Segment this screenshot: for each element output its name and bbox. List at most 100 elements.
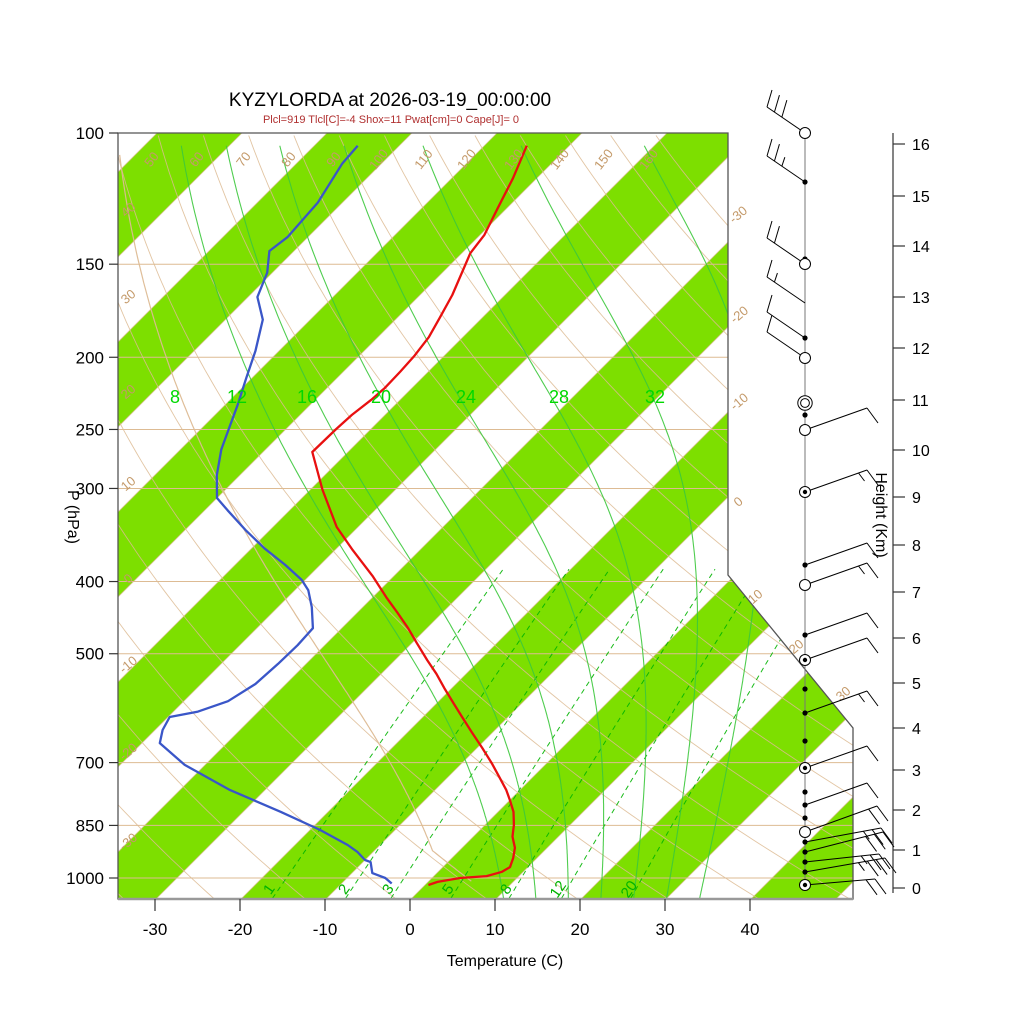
dry-adiabat [118,135,759,899]
sounding-curves [119,144,528,887]
temperature-tick-label: -30 [143,920,168,939]
wind-barb [766,89,811,139]
temperature-tick-label: -10 [313,920,338,939]
axes: -30 -20 -10 0 10 20 30 401001502002503004005007… [66,124,930,939]
height-tick-label: 7 [912,585,921,602]
wind-barb [766,259,806,304]
wind-barb [802,686,808,692]
pressure-tick-label: 700 [76,754,104,773]
pressure-tick-label: 300 [76,479,104,498]
dry-adiabat [118,135,487,899]
dewpoint-curve [158,144,393,885]
isotherm-line [324,133,853,899]
wind-barb [802,815,808,821]
wind-barb [802,542,879,568]
height-tick-label: 11 [912,393,929,410]
wind-barb [799,878,887,896]
isotherm-stripe [118,133,412,899]
temperature-tick-label: 20 [571,920,590,939]
temperature-tick-label: 30 [656,920,675,939]
isotherm-line [494,133,853,899]
wind-barb [766,314,811,364]
isotherm-line [0,133,72,900]
dry-adiabat [118,135,124,899]
isotherm-stripe [0,133,72,900]
wind-barb [802,857,897,877]
dry-adiabat [293,135,853,899]
height-tick-label: 9 [912,490,921,507]
dry-adiabat [338,135,853,899]
mixing-ratio-line [450,568,664,899]
height-tick-label: 14 [912,239,930,256]
dry-adiabat-label-left: 30 [118,286,139,307]
wind-barb [799,637,879,666]
wind-barb [799,469,879,498]
height-tick-label: 12 [912,341,930,358]
mixing-ratio-label: 12 [547,878,570,901]
isotherm-label-right: -20 [727,303,751,327]
moist-adiabat-label: 8 [170,387,180,407]
plot-background [0,133,1024,900]
dry-adiabat-label-top: 150 [591,146,616,172]
pressure-tick-label: 100 [76,124,104,143]
isotherm-line [118,133,668,899]
wind-barb [766,220,811,270]
height-tick-label: 10 [912,443,930,460]
moist-adiabat-label: 28 [549,387,569,407]
dry-adiabat [118,135,668,899]
dry-adiabat [118,135,396,899]
height-tick-label: 3 [912,763,921,780]
isotherm-label-right: 30 [833,683,854,704]
pressure-tick-label: 500 [76,645,104,664]
wind-barb [799,562,879,591]
height-tick-label: 5 [912,676,921,693]
isotherm-line [579,133,853,899]
pressure-tick-label: 400 [76,573,104,592]
dry-adiabat [565,135,853,899]
wind-barb [802,690,879,716]
isotherm-line [118,133,413,899]
moist-adiabat [520,145,699,899]
mixing-ratio-line [630,568,824,899]
dry-adiabat [248,135,853,899]
isotherm-label-right: -10 [727,390,751,414]
isotherm-stripe [580,133,853,899]
dry-adiabat [118,135,305,899]
moist-adiabat-label: 32 [645,387,665,407]
height-tick-label: 4 [912,721,921,738]
wind-barb [802,612,879,638]
dry-adiabat [202,135,853,899]
mixing-ratio-label: 3 [379,881,398,898]
wind-barb [799,407,879,436]
wind-barb [799,745,879,774]
height-tick-label: 1 [912,843,921,860]
dry-adiabat [384,135,853,899]
moist-adiabat [279,145,569,899]
height-tick-label: 6 [912,631,921,648]
moist-adiabat-label: 24 [456,387,476,407]
wind-barb [766,138,808,185]
height-tick-label: 13 [912,290,930,307]
isotherm-stripe [920,133,1024,900]
temperature-tick-label: 10 [486,920,505,939]
pressure-axis-title: P (hPa) [64,490,81,544]
moist-adiabat [225,145,537,899]
isotherm-label-right: -30 [726,203,750,227]
temperature-tick-label: 40 [741,920,760,939]
chart-subtitle: Plcl=919 Tlcl[C]=-4 Shox=11 Pwat[cm]=0 C… [263,114,519,126]
wind-barb-column [766,89,897,896]
mixing-ratio-line [271,568,504,899]
moist-adiabat [180,145,505,899]
dry-adiabat [610,135,853,899]
wind-barb [802,831,895,855]
temperature-curve [311,145,528,887]
height-tick-label: 15 [912,189,930,206]
moist-adiabat-label: 12 [227,387,247,407]
wind-barb [802,853,891,871]
temperature-tick-label: 0 [405,920,414,939]
dry-adiabat-label-top: 70 [233,149,254,170]
isotherm-label-right: 0 [731,493,746,509]
height-tick-label: 0 [912,881,921,898]
mixing-ratio-label: 2 [335,881,354,898]
